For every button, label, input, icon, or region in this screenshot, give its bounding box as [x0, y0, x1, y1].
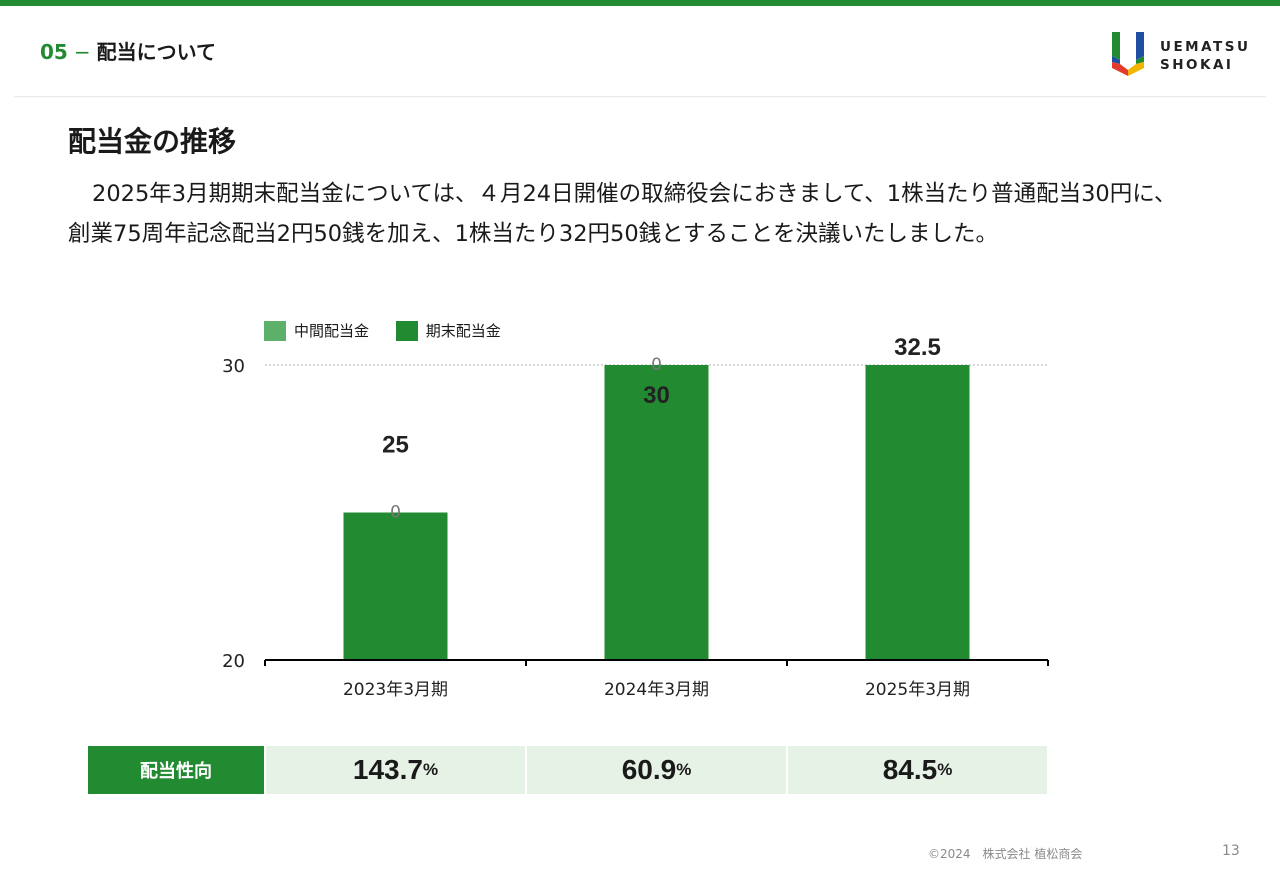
logo-wordmark: UEMATSU SHOKAI	[1160, 38, 1250, 74]
top-accent-bar	[0, 0, 1280, 6]
page-number: 13	[1222, 843, 1240, 859]
payout-ratio-label: 配当性向	[88, 746, 264, 794]
y-tick-label: 20	[222, 651, 245, 672]
page-heading: 配当金の推移	[68, 125, 237, 158]
data-label-total: 25	[382, 432, 409, 459]
x-tick-label: 2024年3月期	[604, 680, 709, 700]
page-header: 05− 配当について UEMATSU SHOKAI	[0, 6, 1280, 96]
company-logo: UEMATSU SHOKAI	[1110, 30, 1250, 80]
section-dash: −	[73, 40, 91, 64]
payout-ratio-unit: %	[676, 760, 692, 779]
payout-ratio-value: 143.7	[352, 754, 423, 785]
bar-year-end	[343, 512, 448, 660]
legend-label-year-end: 期末配当金	[425, 322, 501, 340]
body-text: 2025年3月期期末配当金については、４月24日開催の取締役会におきまして、1株…	[68, 174, 1198, 254]
legend-item-year-end: 期末配当金	[395, 320, 501, 341]
section-label: 配当について	[96, 40, 217, 64]
header-divider	[14, 96, 1266, 98]
section-number: 05	[40, 40, 68, 64]
payout-ratio-cell: 143.7%	[266, 746, 525, 794]
data-label-interim: 0	[390, 503, 401, 523]
logo-mark-icon	[1112, 32, 1144, 76]
legend-swatch-year-end	[395, 320, 418, 341]
legend-item-interim: 中間配当金	[264, 320, 369, 341]
logo-line-2: SHOKAI	[1160, 57, 1234, 73]
data-label-total: 30	[643, 382, 670, 409]
data-label-total: 32.5	[894, 334, 941, 361]
x-tick-label: 2025年3月期	[865, 680, 970, 700]
payout-ratio-table: 配当性向 143.7% 60.9% 84.5%	[88, 746, 1048, 794]
payout-ratio-cell: 84.5%	[788, 746, 1047, 794]
body-paragraph: 2025年3月期期末配当金については、４月24日開催の取締役会におきまして、1株…	[68, 181, 1177, 247]
x-tick-label: 2023年3月期	[343, 680, 448, 700]
legend-swatch-interim	[264, 320, 286, 341]
section-title: 05− 配当について	[40, 36, 216, 65]
payout-ratio-value: 60.9	[621, 754, 677, 785]
payout-ratio-value: 84.5	[882, 754, 938, 785]
data-label-interim: 0	[651, 355, 662, 375]
chart-legend: 中間配当金 期末配当金	[264, 320, 523, 344]
payout-ratio-unit: %	[422, 760, 439, 779]
payout-ratio-unit: %	[937, 760, 953, 779]
y-tick-label: 30	[222, 356, 245, 377]
footer-copyright: ©2024 株式会社 植松商会	[928, 847, 1083, 861]
legend-label-interim: 中間配当金	[294, 322, 370, 340]
logo-line-1: UEMATSU	[1160, 39, 1251, 55]
bar-year-end	[604, 365, 709, 660]
payout-ratio-cell: 60.9%	[527, 746, 786, 794]
bar-year-end	[865, 365, 970, 660]
